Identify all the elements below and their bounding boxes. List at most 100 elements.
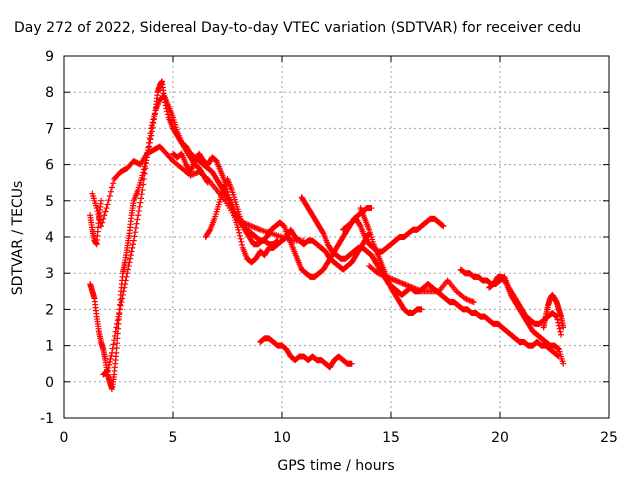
data-point — [109, 345, 116, 352]
data-point — [98, 223, 105, 230]
data-point — [143, 159, 150, 166]
data-point — [224, 188, 231, 195]
data-point — [110, 180, 117, 187]
data-point — [237, 235, 244, 242]
data-point — [106, 358, 113, 365]
data-point — [552, 313, 559, 320]
x-axis-label: GPS time / hours — [277, 458, 394, 474]
data-point — [140, 181, 147, 188]
series-track5 — [170, 150, 373, 273]
data-point — [555, 319, 562, 326]
y-tick-label: -1 — [40, 411, 54, 427]
series-track8 — [340, 215, 447, 255]
data-point — [147, 130, 154, 137]
y-tick-label: 4 — [45, 230, 54, 246]
data-point — [108, 352, 115, 359]
data-point — [206, 227, 213, 234]
data-point — [130, 237, 137, 244]
data-point — [146, 139, 153, 146]
data-point — [124, 266, 131, 273]
data-point — [368, 205, 375, 212]
data-point — [225, 191, 232, 198]
data-point — [104, 201, 111, 208]
data-point — [136, 203, 143, 210]
data-point — [106, 361, 113, 368]
y-tick-label: 5 — [45, 194, 54, 210]
data-point — [130, 241, 137, 248]
data-point — [348, 360, 355, 367]
series-track13 — [540, 291, 567, 331]
data-point — [105, 364, 112, 371]
data-point — [102, 208, 109, 215]
data-point — [128, 248, 135, 255]
data-point — [151, 110, 158, 117]
x-tick-label: 15 — [382, 430, 400, 446]
data-point — [148, 122, 155, 129]
data-point — [151, 113, 158, 120]
y-axis-label: SDTVAR / TECUs — [10, 181, 26, 296]
series-track4 — [100, 92, 211, 378]
series-track12 — [486, 273, 567, 367]
data-point — [139, 186, 146, 193]
data-point — [238, 238, 245, 245]
y-tick-labels: -1 0 1 2 3 4 5 6 7 8 9 — [40, 49, 54, 427]
data-point — [93, 205, 100, 212]
data-point — [110, 341, 117, 348]
y-tick-label: 1 — [45, 339, 54, 355]
x-tick-label: 10 — [273, 430, 291, 446]
data-point — [127, 255, 134, 262]
data-point — [148, 125, 155, 132]
y-tick-label: 9 — [45, 49, 54, 65]
data-point — [114, 317, 121, 324]
data-point — [120, 288, 127, 295]
data-point — [114, 320, 121, 327]
data-point — [140, 166, 147, 173]
data-point — [149, 119, 156, 126]
data-point — [135, 208, 142, 215]
data-point — [239, 241, 246, 248]
data-point — [439, 222, 446, 229]
data-point — [117, 302, 124, 309]
data-point — [146, 135, 153, 142]
chart-title: Day 272 of 2022, Sidereal Day-to-day VTE… — [14, 20, 581, 36]
data-point — [557, 328, 564, 335]
grid-lines — [64, 56, 609, 418]
data-point — [356, 221, 363, 228]
data-point — [418, 306, 425, 313]
data-point — [138, 191, 145, 198]
data-point — [141, 170, 148, 177]
data-point — [103, 368, 110, 375]
data-point — [556, 325, 563, 332]
data-point — [140, 176, 147, 183]
data-point — [127, 252, 134, 259]
y-tick-label: 6 — [45, 158, 54, 174]
data-point — [118, 299, 125, 306]
data-point — [119, 295, 126, 302]
data-point — [440, 223, 447, 230]
data-point — [105, 197, 112, 204]
data-point — [119, 291, 126, 298]
data-point — [164, 108, 171, 115]
data-point — [147, 136, 154, 143]
data-point — [126, 259, 133, 266]
data-point — [204, 178, 211, 185]
data-point — [502, 279, 509, 286]
series-track14 — [257, 335, 355, 371]
data-point — [558, 331, 565, 338]
data-point — [142, 165, 149, 172]
data-point — [235, 226, 242, 233]
data-point — [115, 313, 122, 320]
data-series — [87, 78, 567, 393]
data-point — [131, 233, 138, 240]
data-point — [116, 306, 123, 313]
x-tick-label: 0 — [60, 430, 69, 446]
data-point — [470, 299, 477, 306]
x-tick-labels: 0 5 10 15 20 25 — [60, 430, 618, 446]
data-point — [225, 194, 232, 201]
data-point — [236, 229, 243, 236]
data-point — [204, 179, 211, 186]
data-point — [113, 324, 120, 331]
series-track10 — [366, 262, 477, 306]
data-point — [150, 116, 157, 123]
